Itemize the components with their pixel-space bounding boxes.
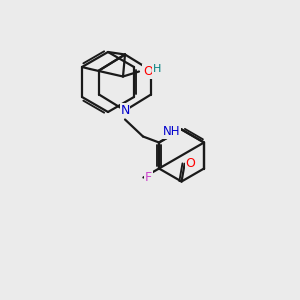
Text: N: N <box>120 104 130 117</box>
Text: H: H <box>153 64 161 74</box>
Text: F: F <box>145 171 152 184</box>
Text: O: O <box>143 65 153 78</box>
Text: O: O <box>186 157 196 170</box>
Text: NH: NH <box>163 125 180 138</box>
